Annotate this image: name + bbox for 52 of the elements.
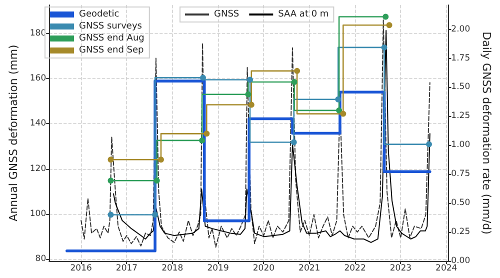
point: [245, 91, 252, 98]
point: [290, 139, 297, 146]
y-tick-label: 140: [30, 118, 46, 129]
point: [336, 107, 342, 114]
x-tick-label: 2021: [298, 264, 320, 274]
legend-label: GNSS: [214, 10, 240, 20]
x-tick-label: 2023: [390, 264, 412, 274]
y2-tick-label: 0.25: [451, 227, 470, 238]
y2-axis-title: Daily GNSS deformation rate (mm/d): [480, 32, 493, 234]
point: [426, 141, 432, 148]
legend-label: GNSS end Sep: [79, 46, 144, 56]
y2-tick-label: 2.00: [451, 24, 470, 34]
x-tick-label: 2019: [207, 264, 229, 274]
x-tick-label: 2020: [252, 264, 275, 274]
y2-tick-label: 1.25: [451, 111, 470, 122]
point: [382, 14, 389, 20]
x-tick-label: 2016: [70, 264, 92, 274]
point: [108, 156, 114, 163]
y2-tick-label: 0.50: [451, 198, 470, 208]
y-axis-title: Annual GNSS deformation (mm): [7, 44, 20, 222]
y-tick-label: 80: [35, 254, 46, 264]
point: [248, 102, 254, 108]
point: [204, 130, 210, 137]
point: [154, 178, 160, 184]
y2-tick-label: 1.75: [451, 53, 470, 64]
y2-tick-label: 1.00: [451, 140, 470, 150]
point: [152, 212, 158, 218]
point: [200, 74, 206, 81]
x-tick-label: 2018: [162, 264, 184, 274]
point: [108, 212, 114, 218]
y-tick-label: 160: [30, 74, 46, 84]
y2-tick-label: 1.50: [451, 82, 470, 92]
point: [335, 96, 342, 102]
legend-label: Geodetic: [79, 10, 120, 20]
x-tick-label: 2024: [436, 264, 458, 274]
point: [291, 78, 298, 85]
point: [158, 156, 164, 163]
point: [294, 68, 300, 74]
point: [340, 110, 346, 117]
point: [247, 76, 254, 83]
x-tick-label: 2022: [344, 264, 366, 274]
point: [386, 22, 392, 28]
legend-label: GNSS surveys: [79, 22, 142, 32]
legend-label: SAA at 0 m: [278, 10, 329, 20]
y-tick-label: 120: [30, 164, 46, 174]
y2-tick-label: 0.75: [451, 169, 470, 180]
point: [199, 137, 206, 144]
point: [108, 178, 114, 184]
x-tick-label: 2017: [116, 264, 138, 274]
y-tick-label: 100: [30, 209, 46, 220]
point: [381, 44, 388, 50]
legend-label: GNSS end Aug: [79, 34, 144, 44]
